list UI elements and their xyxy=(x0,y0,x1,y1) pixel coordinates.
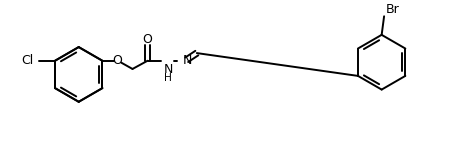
Text: Cl: Cl xyxy=(21,54,33,67)
Text: O: O xyxy=(143,32,152,46)
Text: Br: Br xyxy=(386,3,399,16)
Text: N: N xyxy=(164,63,173,76)
Text: H: H xyxy=(164,73,172,83)
Text: N: N xyxy=(182,54,192,67)
Text: O: O xyxy=(112,54,122,67)
